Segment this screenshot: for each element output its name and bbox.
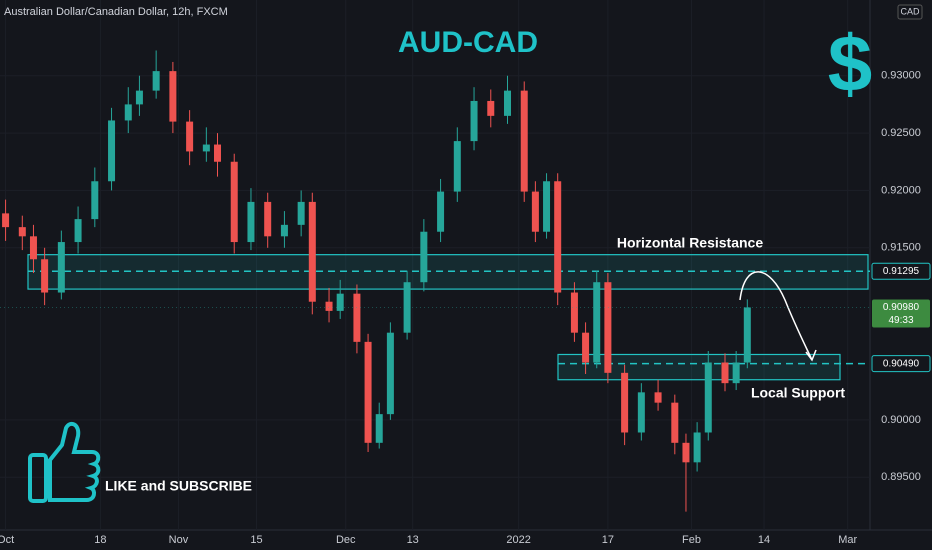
- candle-body: [520, 90, 528, 192]
- candle-body: [487, 100, 495, 116]
- y-tick-label: 0.93000: [881, 70, 921, 82]
- candle-body: [91, 181, 99, 220]
- candle-body: [593, 282, 601, 363]
- candle-body: [247, 201, 255, 243]
- candle-body: [504, 90, 511, 116]
- price-label: 0.91295: [883, 266, 920, 277]
- candle-body: [364, 341, 372, 443]
- candle-body: [470, 100, 478, 142]
- candle-body: [743, 307, 751, 363]
- candle-body: [230, 161, 238, 243]
- chart-title: AUD-CAD: [398, 26, 538, 59]
- thumb-cuff: [28, 453, 48, 503]
- candle-body: [437, 191, 445, 232]
- y-tick-label: 0.91500: [881, 242, 921, 254]
- candle-body: [671, 402, 679, 443]
- candle-body: [202, 144, 210, 152]
- x-tick-label: Nov: [169, 534, 189, 546]
- candle-body: [554, 181, 562, 293]
- zone-label: Horizontal Resistance: [617, 234, 763, 250]
- candle-body: [74, 219, 82, 243]
- candle-body: [297, 201, 305, 225]
- candle-body: [169, 71, 177, 122]
- cta-text: LIKE and SUBSCRIBE: [105, 478, 252, 494]
- y-tick-label: 0.92000: [881, 184, 921, 196]
- x-tick-label: 15: [250, 534, 262, 546]
- candle-body: [654, 392, 662, 403]
- arrow-head: [805, 349, 817, 362]
- zone: [557, 353, 841, 381]
- candle-body: [41, 259, 49, 293]
- candle-body: [152, 71, 160, 91]
- x-tick-label: 17: [602, 534, 614, 546]
- candle-body: [264, 201, 272, 237]
- chart-header: Australian Dollar/Canadian Dollar, 12h, …: [4, 6, 228, 18]
- y-tick-label: 0.89500: [881, 471, 921, 483]
- candle-body: [2, 213, 10, 228]
- candle-body: [135, 90, 143, 105]
- candle-body: [453, 141, 461, 192]
- candle-body: [693, 432, 701, 463]
- price-label: 0.90490: [883, 358, 920, 369]
- candle-body: [604, 282, 612, 373]
- candle-body: [403, 282, 411, 333]
- countdown: 49:33: [888, 315, 913, 326]
- price-label-box: [871, 355, 931, 373]
- candle-body: [531, 191, 539, 232]
- candle-body: [721, 362, 729, 384]
- x-tick-label: 13: [407, 534, 419, 546]
- candle-body: [57, 242, 65, 293]
- candle-body: [637, 392, 645, 433]
- grid: [0, 0, 870, 530]
- price-label-box: [871, 262, 931, 280]
- y-tick-label: 0.90000: [881, 414, 921, 426]
- candles: [2, 50, 751, 512]
- candle-body: [18, 227, 26, 237]
- currency-box: [897, 4, 923, 20]
- candle-body: [682, 442, 690, 463]
- candle-body: [621, 372, 629, 433]
- thumb-icon: [28, 421, 101, 503]
- candle-body: [325, 301, 333, 311]
- candle-body: [308, 201, 316, 302]
- candle-body: [280, 224, 288, 237]
- candle-body: [336, 293, 344, 311]
- candle-body: [375, 414, 383, 443]
- current-price-box: [872, 299, 930, 328]
- zone-label: Local Support: [751, 384, 845, 400]
- dollar-badge: $: [828, 19, 873, 108]
- current-price-label: 0.90980: [883, 302, 920, 313]
- x-tick-label: Feb: [682, 534, 701, 546]
- candle-body: [704, 362, 712, 433]
- thumb-hand: [48, 421, 101, 502]
- currency: CAD: [900, 6, 920, 16]
- candle-body: [582, 332, 590, 363]
- y-tick-label: 0.92500: [881, 127, 921, 139]
- x-tick-label: 2022: [506, 534, 530, 546]
- x-tick-label: Oct: [0, 534, 14, 546]
- x-tick-label: Dec: [336, 534, 356, 546]
- candle-body: [543, 181, 551, 232]
- projection-arrow: [739, 271, 813, 361]
- candle-body: [570, 292, 578, 333]
- candle-body: [186, 121, 194, 152]
- zones: Horizontal Resistance Local Support: [27, 234, 870, 400]
- candle-body: [732, 362, 740, 384]
- candle-body: [108, 120, 116, 182]
- candle-body: [29, 236, 37, 260]
- candle-body: [124, 104, 132, 121]
- x-tick-label: 18: [94, 534, 106, 546]
- candle-body: [420, 231, 428, 283]
- candle-body: [353, 293, 361, 342]
- candle-body: [386, 332, 394, 415]
- x-tick-label: 14: [758, 534, 770, 546]
- x-tick-label: Mar: [838, 534, 857, 546]
- candle-body: [214, 144, 221, 162]
